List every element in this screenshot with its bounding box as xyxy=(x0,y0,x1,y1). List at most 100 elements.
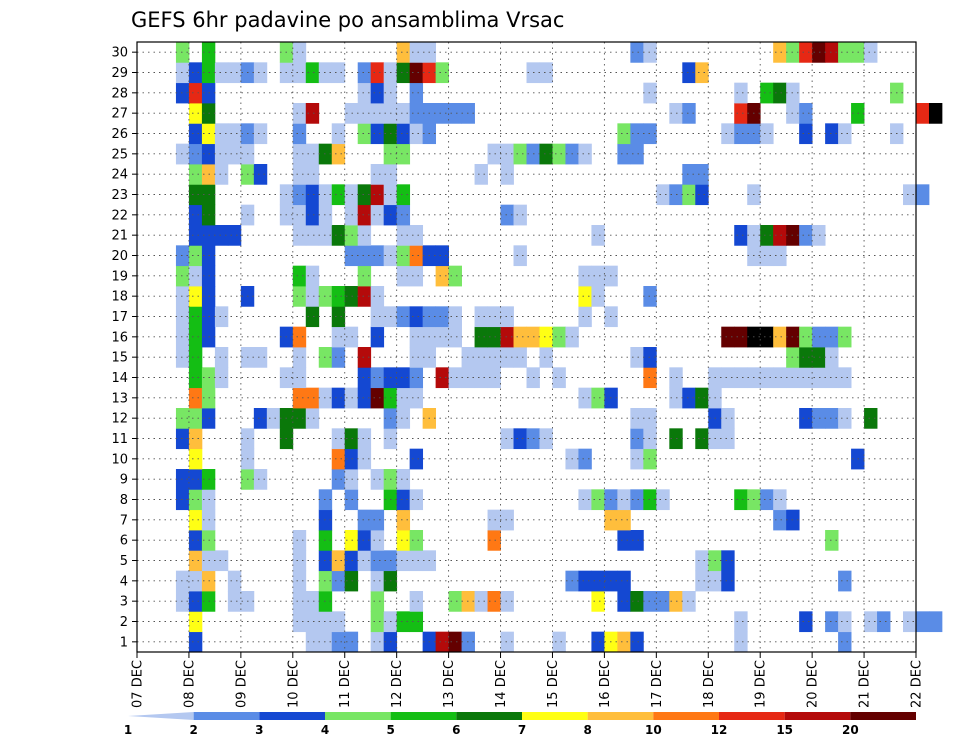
heat-cell xyxy=(305,204,320,226)
heat-cell xyxy=(682,184,696,206)
heat-cell xyxy=(396,42,411,63)
colorbar: 1 2 3 4 5 6 7 8 10 12 15 20 xyxy=(124,712,916,737)
heat-cell xyxy=(682,591,696,612)
heat-cell xyxy=(188,631,203,653)
heat-cell xyxy=(760,367,774,389)
heat-cell xyxy=(500,428,514,450)
heat-cell xyxy=(630,42,644,63)
x-tick-label: 19 DEC xyxy=(754,660,769,708)
heat-cell xyxy=(916,184,930,206)
heat-cell xyxy=(396,265,411,287)
heat-cell xyxy=(370,204,385,226)
heat-cell xyxy=(474,347,488,368)
heat-cell xyxy=(370,245,385,267)
heat-cell xyxy=(760,123,774,145)
heat-cell xyxy=(578,570,592,592)
heat-cell xyxy=(188,103,203,124)
heat-cell xyxy=(409,103,424,124)
heat-cell xyxy=(370,469,385,490)
heat-cell xyxy=(188,326,203,348)
heat-cell xyxy=(344,570,359,592)
heat-cell xyxy=(357,530,372,551)
x-tick-label: 20 DEC xyxy=(806,660,821,708)
heat-cell xyxy=(370,123,385,145)
heat-cell xyxy=(513,245,527,267)
heat-cell xyxy=(331,448,346,470)
heat-cell xyxy=(188,367,203,389)
heat-cell xyxy=(682,387,696,409)
colorbar-label: 4 xyxy=(321,723,329,737)
heat-cell xyxy=(773,509,787,531)
heat-cell xyxy=(487,326,501,348)
heat-cell xyxy=(292,42,307,63)
heat-cell xyxy=(617,143,631,165)
colorbar-label: 12 xyxy=(711,723,728,737)
heat-cell xyxy=(253,347,268,368)
heat-cell xyxy=(409,82,424,104)
heat-cell xyxy=(188,489,203,511)
colorbar-label: 20 xyxy=(842,723,859,737)
heat-cell xyxy=(305,62,320,84)
heat-cell xyxy=(370,103,385,124)
y-tick-label: 30 xyxy=(111,46,128,61)
heat-cell xyxy=(812,408,826,429)
y-tick-label: 15 xyxy=(111,351,128,366)
heat-cell xyxy=(409,591,424,612)
y-tick-label: 29 xyxy=(111,66,128,81)
heat-cell xyxy=(357,387,372,409)
heat-cell xyxy=(357,448,372,470)
y-tick-label: 6 xyxy=(120,534,128,549)
heat-cell xyxy=(448,306,462,328)
heat-cell xyxy=(175,82,190,104)
heat-cell xyxy=(643,347,657,368)
heat-cell xyxy=(188,611,203,633)
heat-cell xyxy=(578,286,592,307)
heat-cell xyxy=(175,42,190,63)
heat-cell xyxy=(734,326,748,348)
heat-cell xyxy=(552,367,566,389)
heat-cell xyxy=(175,408,190,429)
heat-cell xyxy=(760,326,774,348)
heat-cell xyxy=(734,123,748,145)
heat-cell xyxy=(396,550,411,572)
heat-cell xyxy=(396,387,411,409)
heat-cell xyxy=(214,164,229,185)
heat-cell xyxy=(305,225,320,246)
heat-cell xyxy=(630,123,644,145)
heat-cell xyxy=(188,428,203,450)
heat-cell xyxy=(825,530,839,551)
x-tick-label: 12 DEC xyxy=(390,660,405,708)
heat-cell xyxy=(773,225,787,246)
heat-cell xyxy=(188,408,203,429)
heat-cell xyxy=(682,103,696,124)
heat-cell xyxy=(617,489,631,511)
heat-cell xyxy=(305,164,320,185)
heat-cell xyxy=(409,123,424,145)
heat-cell xyxy=(474,164,488,185)
heat-cell xyxy=(188,164,203,185)
y-tick-label: 7 xyxy=(120,513,128,528)
y-tick-label: 28 xyxy=(111,86,128,101)
heat-cell xyxy=(344,184,359,206)
heat-cell xyxy=(838,326,852,348)
heat-cell xyxy=(877,611,891,633)
heat-cell xyxy=(773,82,787,104)
heat-cell xyxy=(409,265,424,287)
heat-cell xyxy=(578,306,592,328)
heat-cell xyxy=(292,164,307,185)
heat-cell xyxy=(721,550,735,572)
heat-cell xyxy=(331,286,346,307)
heat-cell xyxy=(695,164,709,185)
heat-cell xyxy=(370,82,385,104)
heat-cell xyxy=(292,123,307,145)
heat-cell xyxy=(838,631,852,653)
heat-cell xyxy=(357,123,372,145)
heat-cell xyxy=(292,62,307,84)
heat-cell xyxy=(370,286,385,307)
heat-cell xyxy=(409,530,424,551)
heat-cell xyxy=(591,286,605,307)
heat-cell xyxy=(409,347,424,368)
heat-cell xyxy=(617,631,631,653)
heat-cell xyxy=(357,550,372,572)
heat-cell xyxy=(474,591,488,612)
